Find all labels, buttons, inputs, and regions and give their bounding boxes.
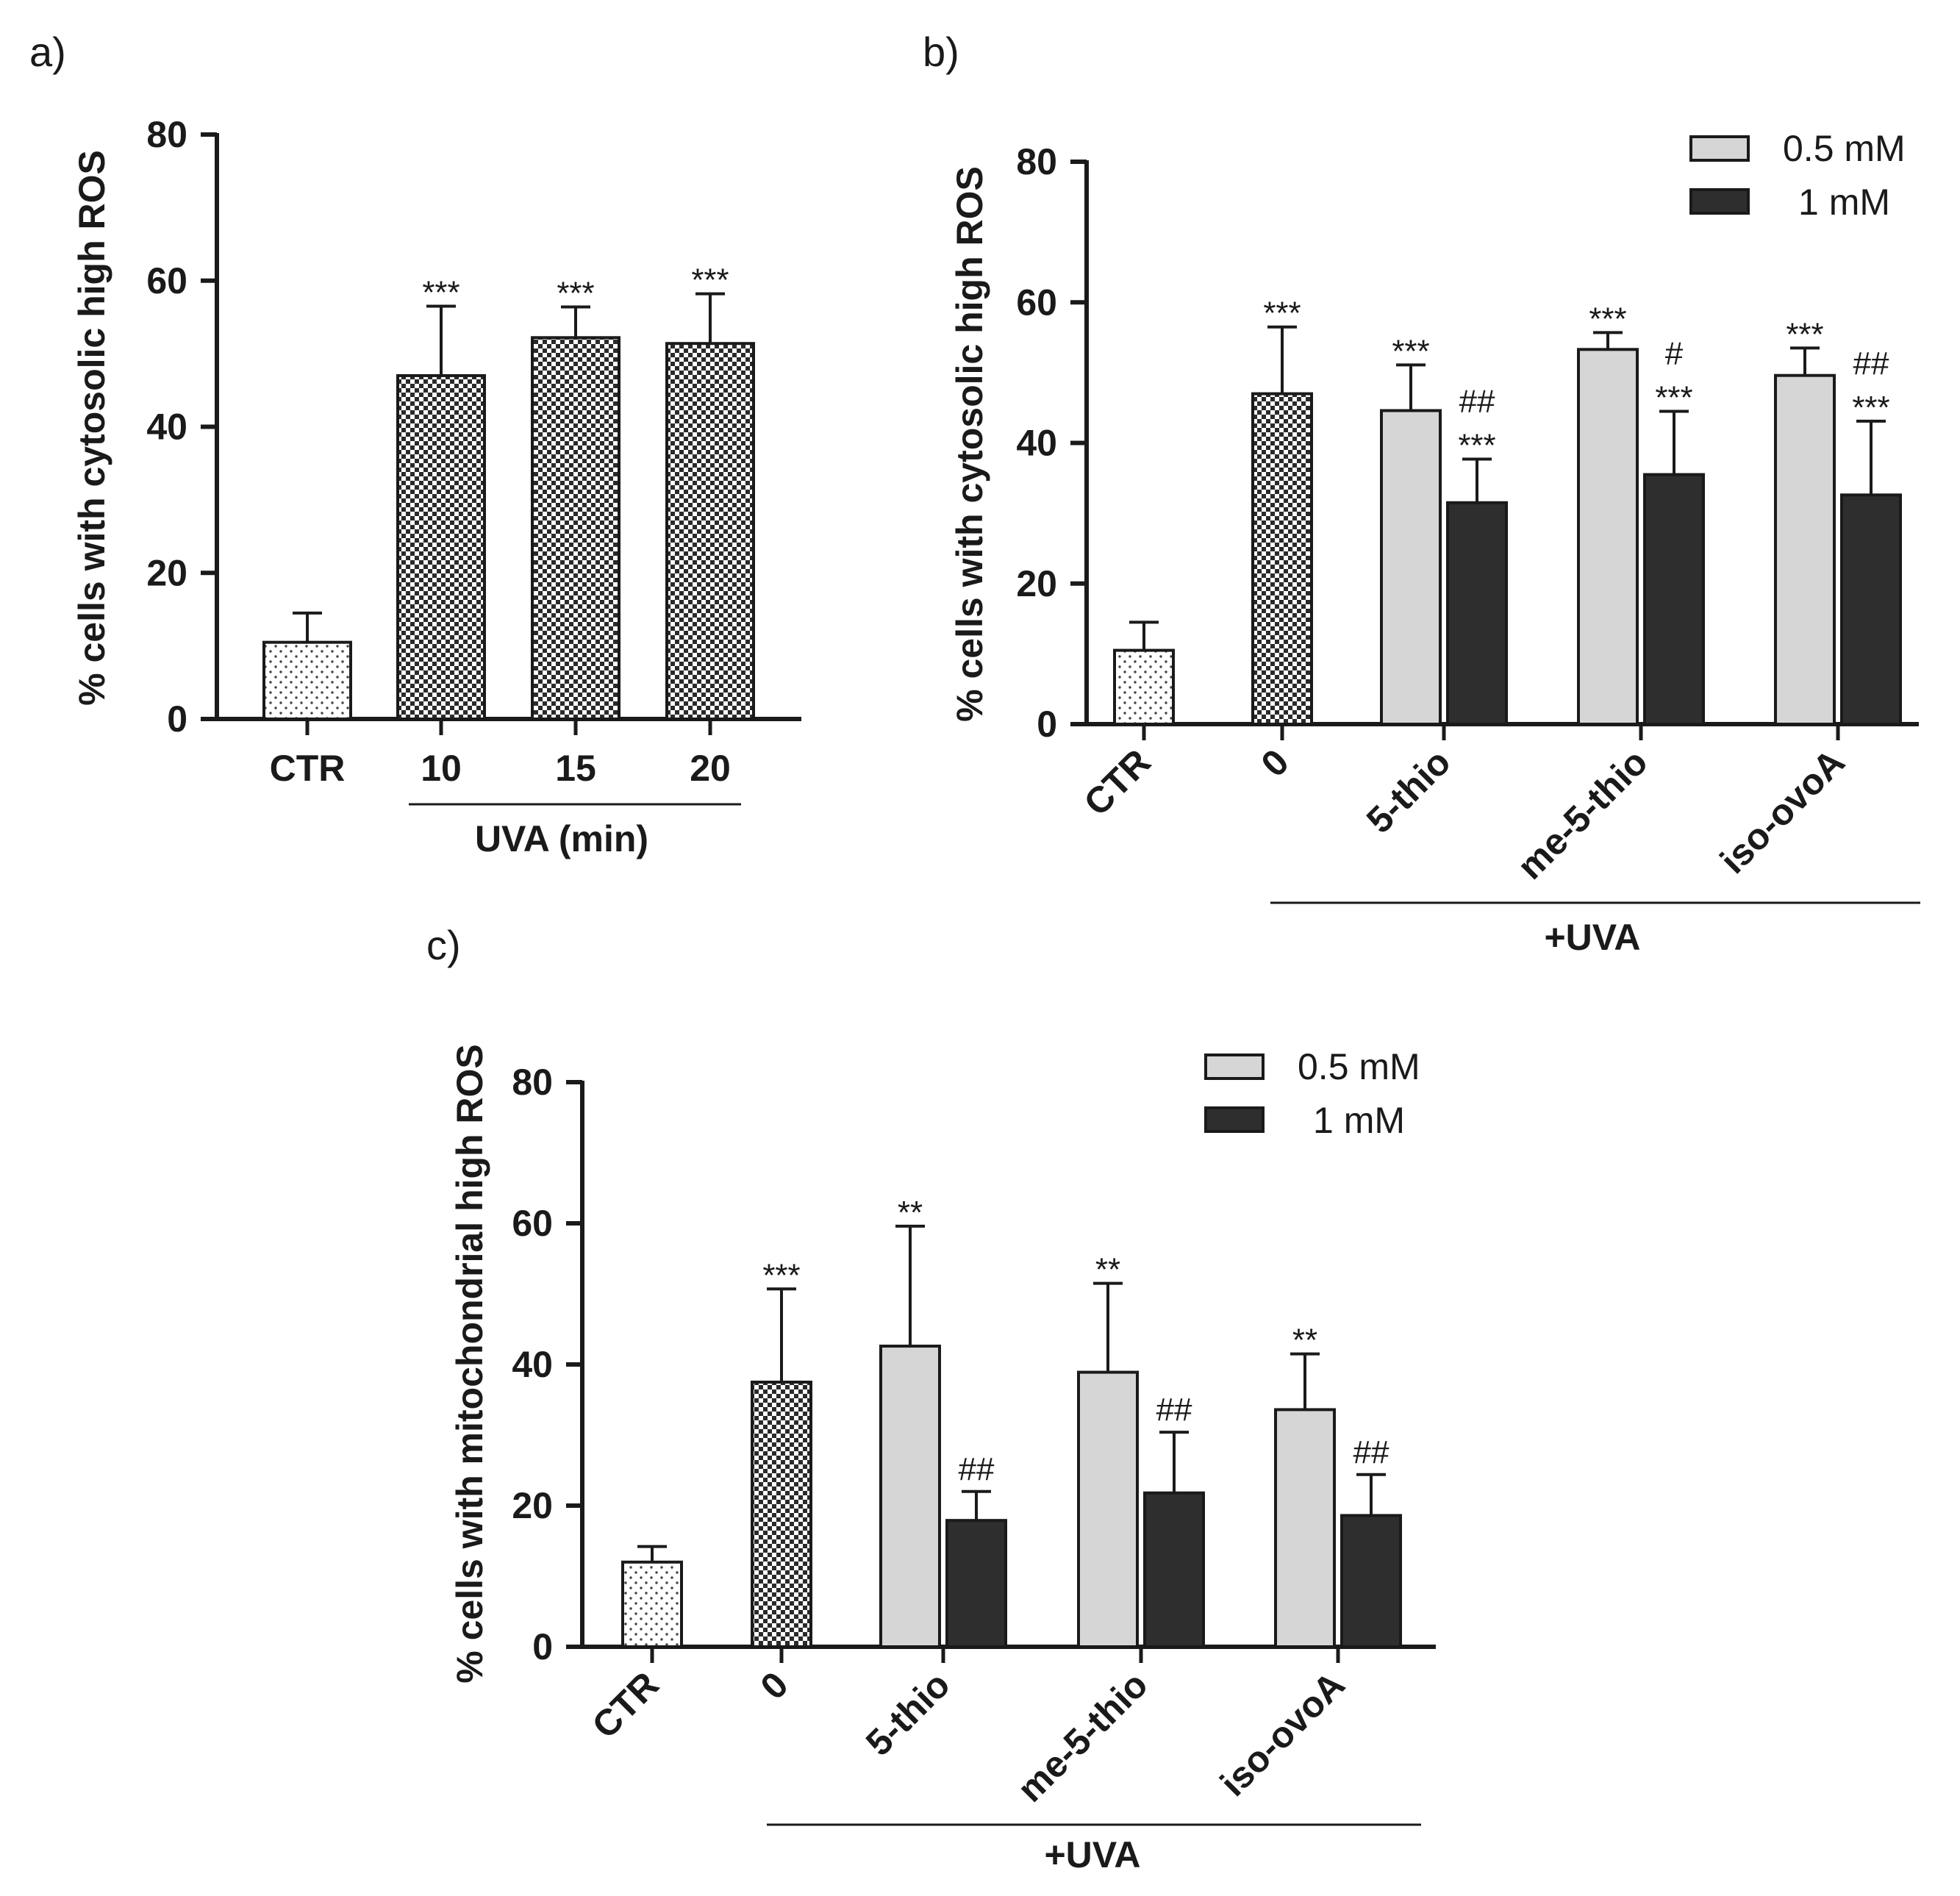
panel-b-bar-5-thio-0-5mm xyxy=(1380,409,1442,726)
panel-b-legend-label-0-5mm: 0.5 mM xyxy=(1783,128,1906,169)
panel-c-bar-iso-ovoa-0-5mm xyxy=(1274,1408,1336,1648)
panel-c-bar-iso-ovoa-1mm-sig-hash: ## xyxy=(1353,1434,1389,1470)
panel-a-bar-20-sig-stars: *** xyxy=(691,262,729,298)
panel-b-x-label-0: 0 xyxy=(1253,741,1297,784)
panel-b-bar-iso-ovoa-1mm-sig-stars: *** xyxy=(1852,390,1889,426)
panel-b-legend-label-1mm: 1 mM xyxy=(1798,182,1890,223)
panel-a-plot-marks: 0 20 40 60 80 CTR *** 10 *** 15 *** 20 xyxy=(146,114,801,806)
panel-c-bar-me-5-thio-0-5mm-sig-stars: ** xyxy=(1095,1252,1120,1288)
panel-b-bar-iso-ovoa-0-5mm xyxy=(1774,373,1836,726)
panel-a-x-label-10: 10 xyxy=(421,748,462,789)
panel-b-bar-5-thio-0-5mm-sig-stars: *** xyxy=(1392,333,1429,369)
panel-b-bar-0 xyxy=(1251,392,1313,726)
panel-b-y-tick-label-80: 80 xyxy=(1016,141,1057,182)
panel-b-bar-me-5-thio-1mm-sig-hash: # xyxy=(1665,335,1684,371)
panel-c-legend-label-1mm: 1 mM xyxy=(1313,1100,1405,1141)
panel-c-bar-iso-ovoa-0-5mm-sig-stars: ** xyxy=(1292,1323,1317,1359)
panel-a-y-tick-label-0: 0 xyxy=(167,698,187,740)
panel-c-bar-0 xyxy=(751,1381,812,1648)
panel-c-chart: c) % cells with mitochondrial high ROS +… xyxy=(426,922,1436,1875)
panel-c-bar-iso-ovoa-1mm xyxy=(1340,1514,1402,1648)
panel-b-bar-iso-ovoa-1mm-sig-hash: ## xyxy=(1853,346,1889,382)
panel-c-plot-marks: 0 20 40 60 80 CTR *** 0 ** ## 5-thio ** ## me-5-thio *… xyxy=(512,1062,1436,1826)
panel-c-x-label-iso-ovoa: iso-ovoA xyxy=(1212,1664,1353,1804)
panel-a-y-tick-label-40: 40 xyxy=(146,407,187,448)
panel-b-bar-iso-ovoa-0-5mm-sig-stars: *** xyxy=(1786,316,1823,352)
panel-a-letter: a) xyxy=(29,29,66,75)
panel-a-x-label-20: 20 xyxy=(690,748,731,789)
panel-c-group-label: +UVA xyxy=(1044,1834,1140,1875)
panel-b-bar-ctr xyxy=(1113,648,1175,726)
panel-b-y-tick-label-20: 20 xyxy=(1016,563,1057,604)
panel-c-bar-5-thio-0-5mm xyxy=(879,1345,941,1649)
panel-c-y-tick-label-60: 60 xyxy=(512,1203,553,1244)
panel-c-bar-5-thio-1mm xyxy=(945,1519,1007,1648)
panel-b-x-label-iso-ovoa: iso-ovoA xyxy=(1712,741,1853,881)
panel-c-x-label-5-thio: 5-thio xyxy=(858,1664,958,1764)
panel-c-legend-swatch-1mm xyxy=(1204,1106,1265,1133)
panel-b-y-axis-title: % cells with cytosolic high ROS xyxy=(949,166,990,722)
panel-a-x-label-ctr: CTR xyxy=(270,748,346,789)
panel-b-bar-me-5-thio-1mm-sig-stars: *** xyxy=(1655,379,1692,415)
panel-b-bar-me-5-thio-0-5mm-sig-stars: *** xyxy=(1589,301,1626,337)
panel-b-group-label: +UVA xyxy=(1544,917,1640,958)
panel-b-bar-5-thio-1mm xyxy=(1446,501,1508,726)
panel-a-bar-ctr xyxy=(262,640,352,720)
panel-a-bar-15 xyxy=(531,336,620,720)
panel-c-bar-5-thio-1mm-sig-hash: ## xyxy=(959,1451,995,1487)
panel-c-x-label-ctr: CTR xyxy=(584,1664,667,1746)
panel-b-bar-5-thio-1mm-sig-stars: *** xyxy=(1458,427,1495,463)
panel-a-bar-10-sig-stars: *** xyxy=(422,275,459,311)
panel-c-bar-me-5-thio-1mm xyxy=(1143,1491,1205,1648)
panel-b-bar-5-thio-1mm-sig-hash: ## xyxy=(1459,383,1495,419)
panel-c-legend: 0.5 mM 1 mM xyxy=(1204,1046,1420,1141)
panel-c-bar-me-5-thio-0-5mm xyxy=(1077,1370,1139,1649)
panel-a-y-tick-label-80: 80 xyxy=(146,114,187,155)
panel-b-legend-swatch-1mm xyxy=(1689,188,1750,215)
panel-c-legend-swatch-0-5mm xyxy=(1204,1053,1265,1080)
panel-c-y-tick-label-80: 80 xyxy=(512,1062,553,1103)
panel-b-x-label-ctr: CTR xyxy=(1076,741,1159,823)
panel-c-y-axis-title: % cells with mitochondrial high ROS xyxy=(449,1044,490,1684)
panel-b-legend-swatch-0-5mm xyxy=(1689,135,1750,162)
panel-b-x-label-5-thio: 5-thio xyxy=(1359,741,1459,841)
panel-b-y-tick-label-40: 40 xyxy=(1016,423,1057,464)
panel-c-letter: c) xyxy=(426,922,461,968)
panel-c-bar-5-thio-0-5mm-sig-stars: ** xyxy=(898,1195,923,1231)
panel-a-bar-20 xyxy=(665,342,755,720)
panel-a-bar-15-sig-stars: *** xyxy=(557,276,594,312)
panel-a-group-label: UVA (min) xyxy=(475,818,648,859)
panel-a-y-tick-label-20: 20 xyxy=(146,552,187,593)
panel-a-chart: a) % cells with cytosolic high ROS UVA (… xyxy=(29,29,801,859)
panel-c-bar-ctr xyxy=(621,1560,683,1649)
panel-a-bar-10 xyxy=(396,373,486,720)
panel-c-legend-label-0-5mm: 0.5 mM xyxy=(1298,1046,1420,1087)
panel-b-legend: 0.5 mM 1 mM xyxy=(1689,128,1906,223)
panel-b-bar-me-5-thio-0-5mm xyxy=(1577,348,1639,726)
panel-b-bar-0-sig-stars: *** xyxy=(1263,296,1301,332)
panel-c-bar-0-sig-stars: *** xyxy=(762,1257,800,1293)
panel-c-x-label-me-5-thio: me-5-thio xyxy=(1009,1664,1156,1810)
panel-b-plot-marks: 0 20 40 60 80 CTR *** 0 *** *** ## 5-thio *** *** # me-… xyxy=(1016,141,1920,904)
panel-c-x-label-0: 0 xyxy=(753,1664,796,1707)
panel-b-y-tick-label-60: 60 xyxy=(1016,282,1057,323)
panel-c-y-tick-label-0: 0 xyxy=(532,1626,553,1667)
panel-b-x-label-me-5-thio: me-5-thio xyxy=(1509,741,1656,887)
panel-b-y-tick-label-0: 0 xyxy=(1037,704,1057,745)
panel-b-letter: b) xyxy=(923,29,959,75)
panel-c-y-tick-label-40: 40 xyxy=(512,1344,553,1385)
panel-b-bar-me-5-thio-1mm xyxy=(1643,473,1705,726)
panel-a-x-label-15: 15 xyxy=(555,748,596,789)
panel-b-chart: b) % cells with cytosolic high ROS +UVA … xyxy=(923,29,1920,958)
panel-b-bar-iso-ovoa-1mm xyxy=(1840,493,1902,726)
panel-a-y-tick-label-60: 60 xyxy=(146,260,187,301)
panel-c-bar-me-5-thio-1mm-sig-hash: ## xyxy=(1156,1392,1192,1428)
panel-a-y-axis-title: % cells with cytosolic high ROS xyxy=(71,150,112,706)
panel-c-y-tick-label-20: 20 xyxy=(512,1485,553,1526)
